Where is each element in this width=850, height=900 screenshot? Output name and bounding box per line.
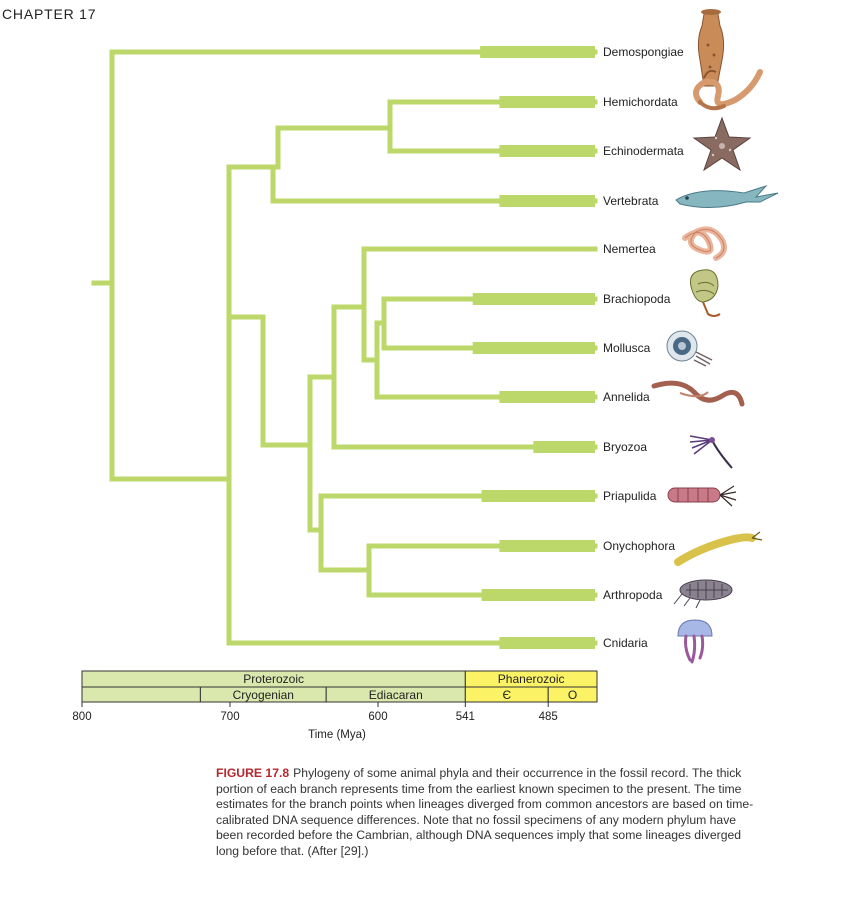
- chapter-header: CHAPTER 17: [2, 6, 97, 22]
- taxon-label-mollusca: Mollusca: [603, 341, 651, 355]
- axis-tick-label: 485: [539, 711, 558, 723]
- caption-text: Phylogeny of some animal phyla and their…: [216, 766, 754, 858]
- axis-tick-label: 600: [368, 711, 387, 723]
- taxon-label-priapulida: Priapulida: [603, 489, 657, 503]
- nautilus-icon: [666, 330, 713, 367]
- axis-tick-label: 541: [456, 711, 475, 723]
- fossil-bar-annelida: [499, 391, 595, 403]
- taxon-label-onychophora: Onychophora: [603, 539, 675, 553]
- ribbon-worm-icon: [682, 226, 727, 261]
- fossil-bar-arthropoda: [481, 589, 595, 601]
- taxon-label-echinodermata: Echinodermata: [603, 144, 684, 158]
- period-label: Є: [502, 688, 511, 702]
- earthworm-icon: [651, 380, 745, 407]
- axis-tick-label: 700: [220, 711, 239, 723]
- brachiopod-icon: [689, 269, 721, 317]
- taxon-labels: Demospongiae Hemichordata Echinodermata Ver…: [603, 45, 684, 650]
- acorn-worm-icon: [693, 69, 763, 111]
- fossil-bar-mollusca: [472, 342, 595, 354]
- starfish-icon: [692, 116, 752, 172]
- fossil-bar-hemichordata: [499, 96, 595, 108]
- eon-label: Proterozoic: [243, 672, 304, 686]
- taxon-label-nemertea: Nemertea: [603, 242, 656, 256]
- trilobite-icon: [673, 579, 733, 609]
- fossil-bar-cnidaria: [499, 637, 595, 649]
- taxon-label-brachiopoda: Brachiopoda: [603, 292, 671, 306]
- taxon-label-arthropoda: Arthropoda: [603, 588, 663, 602]
- fossil-bar-demospongiae: [480, 46, 595, 58]
- figure-label: FIGURE 17.8: [216, 766, 290, 780]
- period-label: O: [568, 688, 577, 702]
- taxon-label-demospongiae: Demospongiae: [603, 45, 684, 59]
- velvet-worm-icon: [674, 531, 763, 566]
- fossil-bar-bryozoa: [533, 441, 595, 453]
- jellyfish-icon: [677, 619, 713, 664]
- fish-icon: [675, 184, 779, 209]
- fossil-bar-vertebrata: [499, 195, 595, 207]
- fossil-bar-priapulida: [481, 490, 595, 502]
- period-label: Ediacaran: [369, 688, 423, 702]
- period-box: [547, 686, 598, 703]
- taxon-label-annelida: Annelida: [603, 390, 650, 404]
- figure-caption: FIGURE 17.8 Phylogeny of some animal phyl…: [216, 766, 756, 860]
- organism-icons: [651, 9, 779, 664]
- period-box: [81, 686, 201, 703]
- taxon-label-hemichordata: Hemichordata: [603, 95, 678, 109]
- time-axis: 800 700 600 541 485 Time (Mya): [72, 702, 558, 741]
- priapulid-icon: [667, 485, 737, 507]
- fossil-record-bars: [472, 46, 595, 649]
- fossil-bar-onychophora: [499, 540, 595, 552]
- geologic-timescale: Proterozoic Phanerozoic Cryogenian Ediacara…: [81, 670, 598, 703]
- sponge-icon: [697, 9, 725, 87]
- bryozoan-icon: [689, 435, 733, 469]
- axis-tick-label: 800: [72, 711, 91, 723]
- period-label: Cryogenian: [233, 688, 294, 702]
- axis-title: Time (Mya): [308, 729, 366, 741]
- fossil-bar-brachiopoda: [472, 293, 595, 305]
- taxon-label-bryozoa: Bryozoa: [603, 440, 647, 454]
- fossil-bar-echinodermata: [499, 145, 595, 157]
- phylogeny-figure: Demospongiae Hemichordata Echinodermata Ver…: [72, 9, 779, 741]
- taxon-label-vertebrata: Vertebrata: [603, 194, 659, 208]
- eon-label: Phanerozoic: [498, 672, 565, 686]
- taxon-label-cnidaria: Cnidaria: [603, 636, 648, 650]
